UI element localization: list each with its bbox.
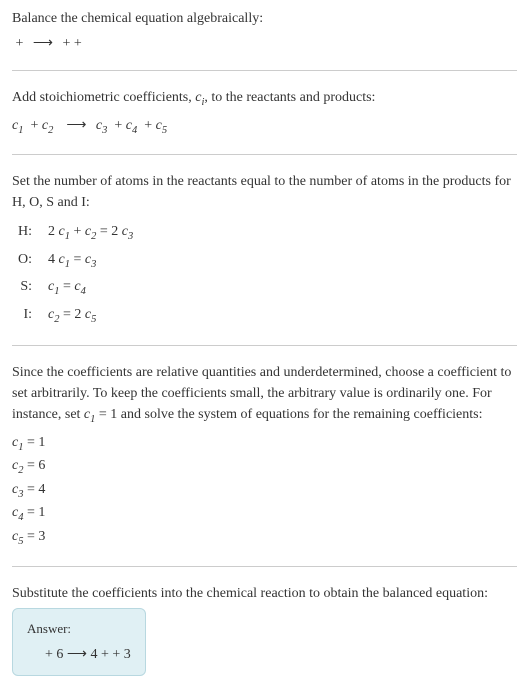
table-row: S:c1 = c4 xyxy=(12,274,139,302)
coefficient-line: c5 = 3 xyxy=(12,526,517,550)
divider xyxy=(12,154,517,155)
element-label: H: xyxy=(12,219,42,247)
element-label: I: xyxy=(12,302,42,330)
stoich-text: Add stoichiometric coefficients, ci, to … xyxy=(12,87,517,111)
arrow-icon: ⟶ xyxy=(67,647,87,662)
table-row: I:c2 = 2 c5 xyxy=(12,302,139,330)
table-row: H:2 c1 + c2 = 2 c3 xyxy=(12,219,139,247)
coefficient-line: c2 = 6 xyxy=(12,455,517,479)
coefficient-line: c4 = 1 xyxy=(12,502,517,526)
atoms-table: H:2 c1 + c2 = 2 c3O:4 c1 = c3S:c1 = c4I:… xyxy=(12,219,139,329)
arrow-icon: ⟶ xyxy=(66,118,86,133)
arrow-icon: ⟶ xyxy=(33,36,53,51)
stoich-reaction: c1 + c2 ⟶ c3 + c4 + c5 xyxy=(12,115,517,139)
element-equation: c1 = c4 xyxy=(42,274,139,302)
coefficient-line: c3 = 4 xyxy=(12,479,517,503)
element-label: O: xyxy=(12,247,42,275)
choose-section: Since the coefficients are relative quan… xyxy=(12,362,517,549)
table-row: O:4 c1 = c3 xyxy=(12,247,139,275)
element-equation: 4 c1 = c3 xyxy=(42,247,139,275)
stoich-section: Add stoichiometric coefficients, ci, to … xyxy=(12,87,517,138)
divider xyxy=(12,70,517,71)
answer-equation: + 6 ⟶ 4 + + 3 xyxy=(27,644,131,665)
answer-label: Answer: xyxy=(27,619,131,639)
substitute-section: Substitute the coefficients into the che… xyxy=(12,583,517,677)
element-equation: 2 c1 + c2 = 2 c3 xyxy=(42,219,139,247)
solved-coefficients: c1 = 1c2 = 6c3 = 4c4 = 1c5 = 3 xyxy=(12,432,517,550)
substitute-text: Substitute the coefficients into the che… xyxy=(12,583,517,604)
element-label: S: xyxy=(12,274,42,302)
intro-text: Balance the chemical equation algebraica… xyxy=(12,8,517,29)
divider xyxy=(12,345,517,346)
intro-section: Balance the chemical equation algebraica… xyxy=(12,8,517,54)
atoms-section: Set the number of atoms in the reactants… xyxy=(12,171,517,329)
divider xyxy=(12,566,517,567)
answer-box: Answer: + 6 ⟶ 4 + + 3 xyxy=(12,608,146,677)
atoms-intro: Set the number of atoms in the reactants… xyxy=(12,171,517,213)
intro-reaction: + ⟶ + + xyxy=(12,33,517,54)
element-equation: c2 = 2 c5 xyxy=(42,302,139,330)
coefficient-line: c1 = 1 xyxy=(12,432,517,456)
